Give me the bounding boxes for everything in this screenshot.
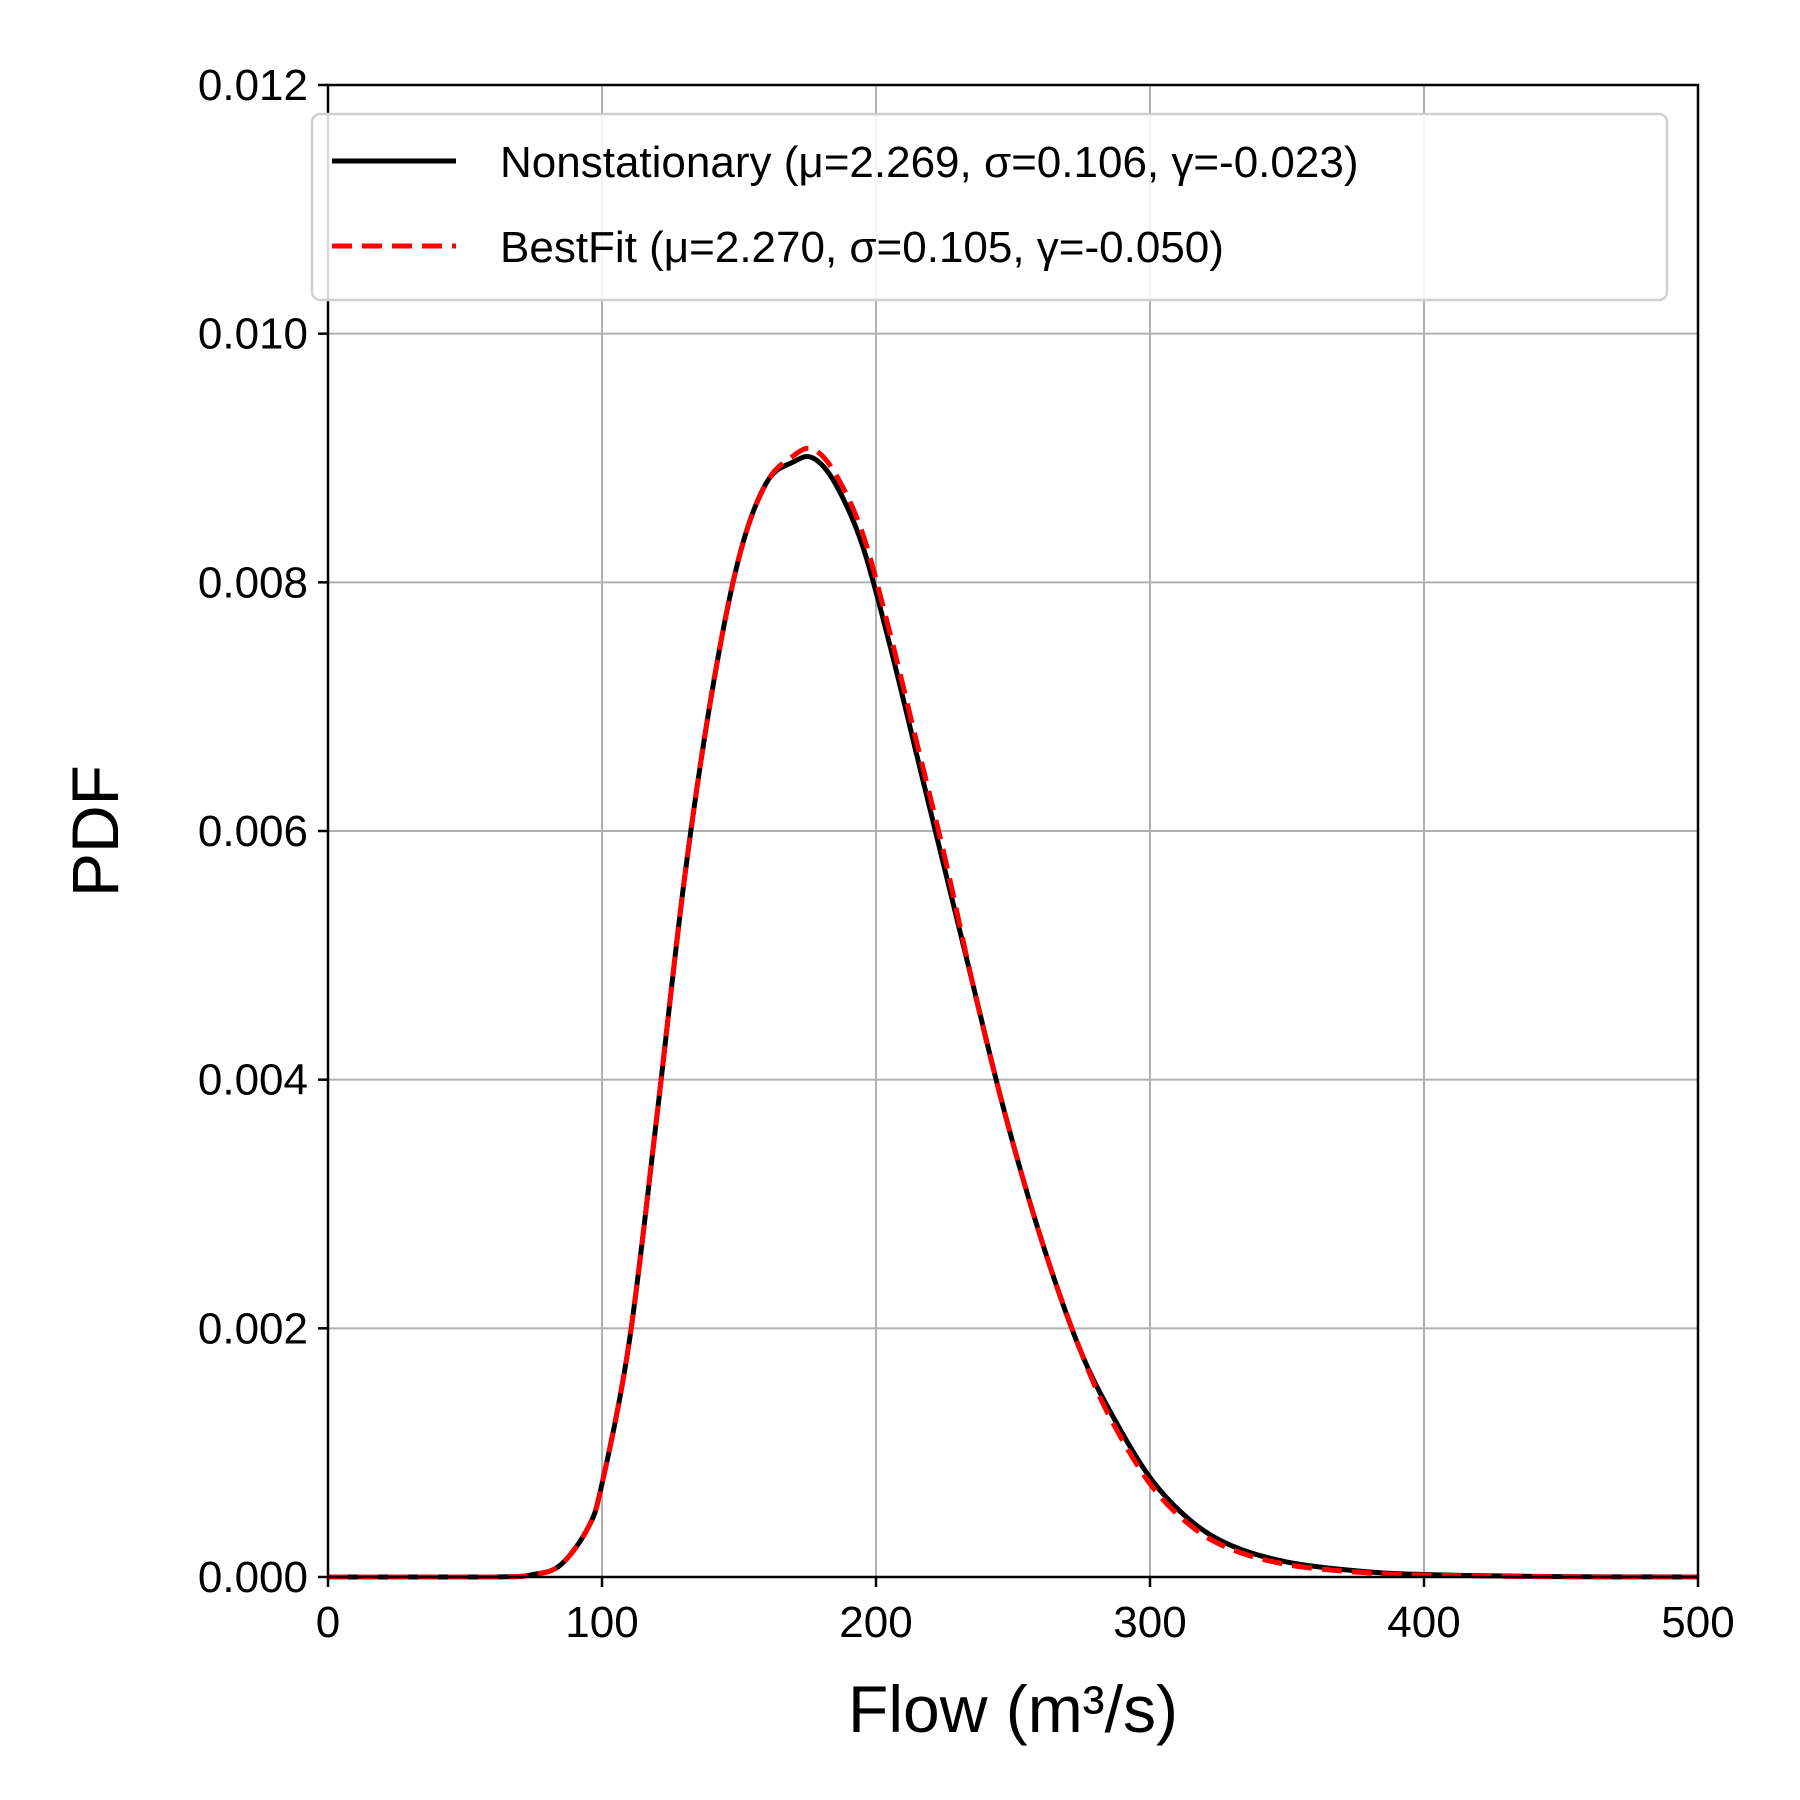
y-tick-label: 0.004: [198, 1056, 308, 1105]
x-tick-label: 200: [839, 1598, 912, 1647]
x-axis-label: Flow (m³/s): [848, 1672, 1178, 1746]
y-axis-label: PDF: [58, 765, 132, 897]
y-tick-label: 0.010: [198, 310, 308, 359]
x-tick-label: 100: [565, 1598, 638, 1647]
series-line-nonstationary: [328, 454, 1699, 1580]
ticks: 0 100 200 300 400 500 0.000 0.002 0.004 0.006 0.00…: [198, 61, 1735, 1647]
y-tick-label: 0.006: [198, 807, 308, 856]
x-tick-label: 400: [1387, 1598, 1460, 1647]
legend: Nonstationary (μ=2.269, σ=0.106, γ=-0.02…: [310, 112, 1669, 302]
y-tick-label: 0.000: [198, 1553, 308, 1602]
series-line-bestfit: [328, 445, 1699, 1580]
x-tick-label: 500: [1661, 1598, 1734, 1647]
y-tick-label: 0.008: [198, 558, 308, 607]
x-tick-label: 0: [316, 1598, 340, 1647]
legend-label-bestfit: BestFit (μ=2.270, σ=0.105, γ=-0.050): [500, 223, 1224, 272]
series-layer: [328, 445, 1699, 1580]
y-tick-label: 0.012: [198, 61, 308, 110]
legend-label-nonstationary: Nonstationary (μ=2.269, σ=0.106, γ=-0.02…: [500, 138, 1358, 187]
y-tick-label: 0.002: [198, 1304, 308, 1353]
x-tick-label: 300: [1113, 1598, 1186, 1647]
grid: [327, 84, 1699, 1578]
legend-box: [310, 112, 1669, 302]
